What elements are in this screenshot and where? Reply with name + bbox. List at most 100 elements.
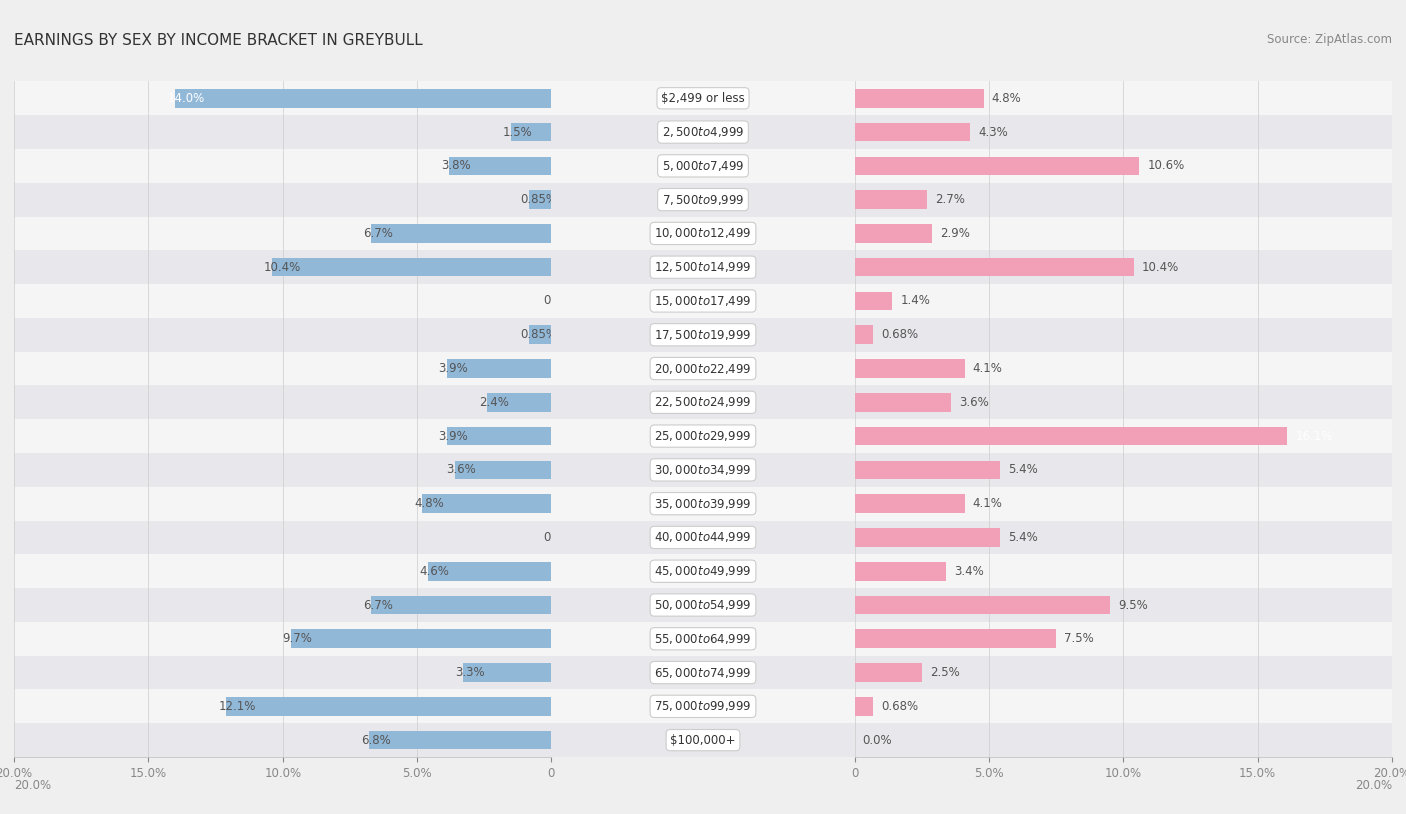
Bar (855, 182, 1392, 217)
Text: 10.4%: 10.4% (1142, 260, 1180, 274)
Text: 5.4%: 5.4% (1008, 531, 1038, 544)
Bar (551, 724, 855, 757)
Text: $30,000 to $34,999: $30,000 to $34,999 (654, 463, 752, 477)
Text: $100,000+: $100,000+ (671, 733, 735, 746)
Bar (855, 89, 984, 107)
Bar (855, 284, 1392, 317)
Bar (14, 419, 551, 453)
Text: $50,000 to $54,999: $50,000 to $54,999 (654, 598, 752, 612)
Text: $15,000 to $17,499: $15,000 to $17,499 (654, 294, 752, 308)
Text: 9.7%: 9.7% (283, 632, 312, 646)
Text: $17,500 to $19,999: $17,500 to $19,999 (654, 328, 752, 342)
Bar (427, 562, 551, 580)
Text: 10.6%: 10.6% (1147, 160, 1185, 173)
Text: EARNINGS BY SEX BY INCOME BRACKET IN GREYBULL: EARNINGS BY SEX BY INCOME BRACKET IN GRE… (14, 33, 423, 47)
Bar (529, 190, 551, 209)
Bar (371, 596, 551, 615)
Bar (855, 359, 965, 378)
Bar (551, 217, 855, 251)
Text: $10,000 to $12,499: $10,000 to $12,499 (654, 226, 752, 240)
Text: 6.8%: 6.8% (361, 733, 391, 746)
Bar (551, 115, 855, 149)
Bar (271, 258, 551, 277)
Text: $40,000 to $44,999: $40,000 to $44,999 (654, 531, 752, 545)
Bar (855, 663, 922, 682)
Text: $25,000 to $29,999: $25,000 to $29,999 (654, 429, 752, 443)
Bar (450, 156, 551, 175)
Bar (14, 385, 551, 419)
Text: 0.0%: 0.0% (543, 295, 574, 308)
Bar (551, 554, 855, 588)
Bar (14, 81, 551, 115)
Text: $35,000 to $39,999: $35,000 to $39,999 (654, 497, 752, 510)
Bar (855, 521, 1392, 554)
Text: 4.8%: 4.8% (991, 92, 1021, 105)
Bar (454, 461, 551, 479)
Text: 3.9%: 3.9% (439, 430, 468, 443)
Bar (486, 393, 551, 412)
Bar (855, 629, 1056, 648)
Bar (855, 588, 1392, 622)
Bar (14, 689, 551, 724)
Text: $12,500 to $14,999: $12,500 to $14,999 (654, 260, 752, 274)
Text: 4.6%: 4.6% (420, 565, 450, 578)
Bar (855, 724, 1392, 757)
Bar (14, 487, 551, 521)
Bar (855, 528, 1000, 547)
Bar (14, 724, 551, 757)
Text: $2,499 or less: $2,499 or less (661, 92, 745, 105)
Bar (14, 521, 551, 554)
Bar (14, 317, 551, 352)
Text: 6.7%: 6.7% (363, 598, 394, 611)
Text: $22,500 to $24,999: $22,500 to $24,999 (654, 396, 752, 409)
Bar (551, 149, 855, 182)
Text: 1.4%: 1.4% (900, 295, 931, 308)
Text: 2.7%: 2.7% (935, 193, 965, 206)
Text: 0.0%: 0.0% (863, 733, 893, 746)
Text: 4.1%: 4.1% (973, 497, 1002, 510)
Bar (529, 326, 551, 344)
Text: 2.4%: 2.4% (479, 396, 509, 409)
Text: Source: ZipAtlas.com: Source: ZipAtlas.com (1267, 33, 1392, 46)
Bar (551, 419, 855, 453)
Bar (855, 326, 873, 344)
Text: 6.7%: 6.7% (363, 227, 394, 240)
Bar (855, 427, 1286, 445)
Bar (855, 562, 946, 580)
Text: 3.9%: 3.9% (439, 362, 468, 375)
Bar (14, 182, 551, 217)
Bar (855, 689, 1392, 724)
Bar (551, 250, 855, 284)
Bar (551, 453, 855, 487)
Text: 2.9%: 2.9% (941, 227, 970, 240)
Bar (855, 494, 965, 513)
Bar (14, 656, 551, 689)
Bar (14, 149, 551, 182)
Bar (855, 250, 1392, 284)
Text: 3.8%: 3.8% (441, 160, 471, 173)
Bar (855, 352, 1392, 386)
Bar (14, 588, 551, 622)
Bar (855, 224, 932, 243)
Text: 0.85%: 0.85% (520, 328, 558, 341)
Text: 20.0%: 20.0% (14, 779, 51, 792)
Text: $65,000 to $74,999: $65,000 to $74,999 (654, 666, 752, 680)
Bar (855, 487, 1392, 521)
Bar (176, 89, 551, 107)
Bar (551, 656, 855, 689)
Bar (855, 596, 1109, 615)
Bar (291, 629, 551, 648)
Bar (855, 656, 1392, 689)
Bar (855, 291, 893, 310)
Bar (463, 663, 551, 682)
Text: $2,500 to $4,999: $2,500 to $4,999 (662, 125, 744, 139)
Bar (551, 284, 855, 317)
Text: 0.68%: 0.68% (882, 700, 918, 713)
Bar (226, 697, 551, 716)
Text: $55,000 to $64,999: $55,000 to $64,999 (654, 632, 752, 646)
Text: 0.85%: 0.85% (520, 193, 558, 206)
Bar (855, 149, 1392, 182)
Text: 3.4%: 3.4% (955, 565, 984, 578)
Text: 9.5%: 9.5% (1118, 598, 1147, 611)
Bar (14, 217, 551, 251)
